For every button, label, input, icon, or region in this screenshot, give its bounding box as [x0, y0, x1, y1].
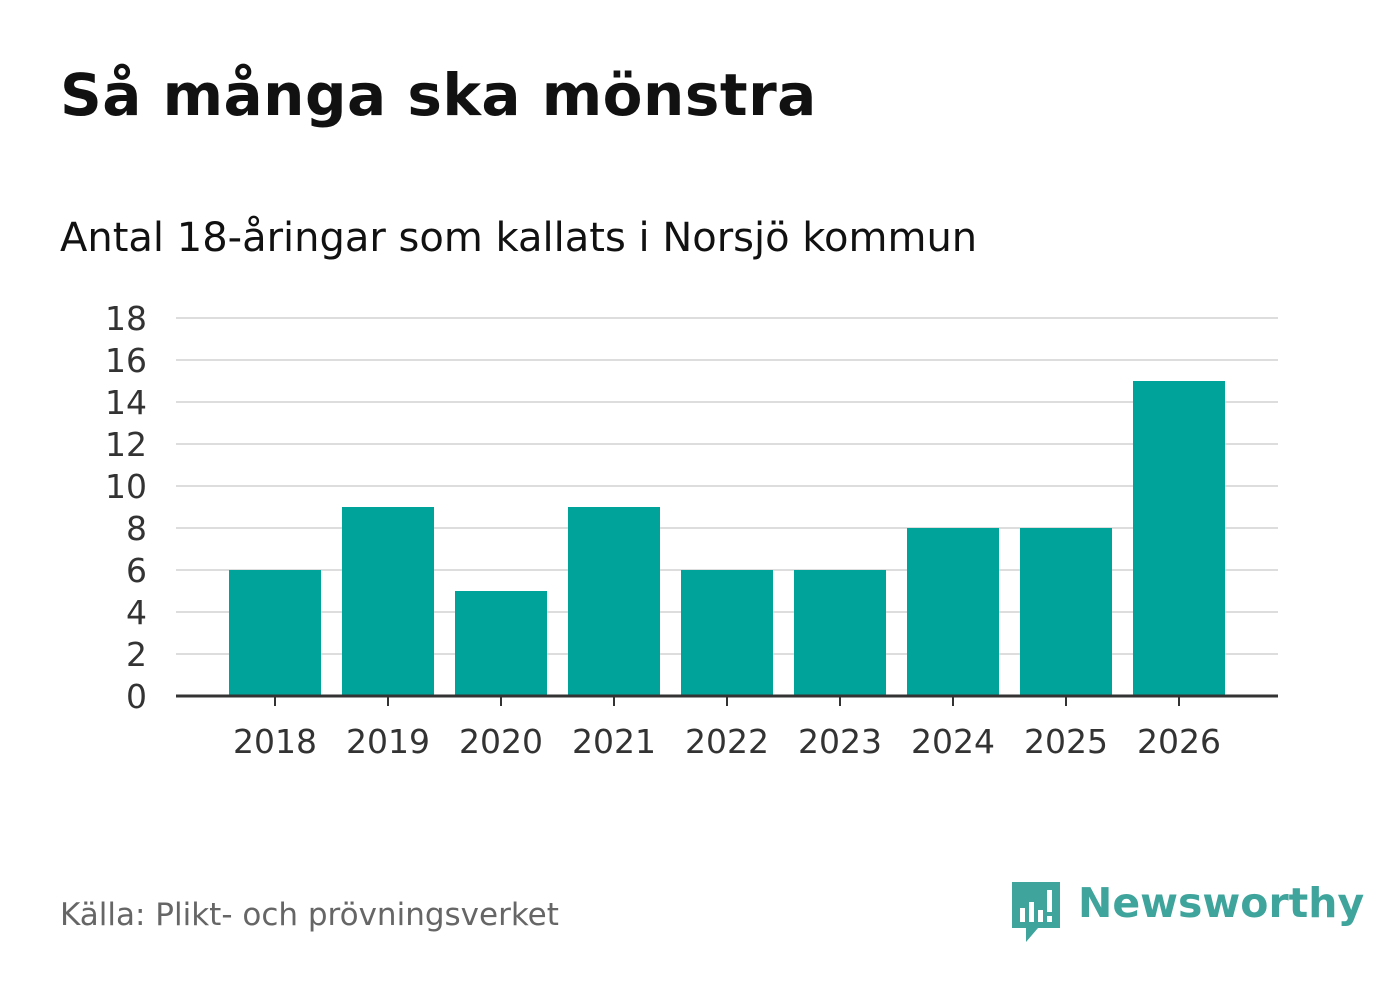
y-tick-label: 12	[105, 425, 147, 464]
bar-2025	[1020, 528, 1112, 696]
x-tick-label: 2022	[685, 722, 769, 761]
bar-2026	[1133, 381, 1225, 696]
bar-2024	[907, 528, 999, 696]
x-tick-label: 2024	[911, 722, 995, 761]
y-tick-label: 18	[105, 299, 147, 338]
y-tick-label: 2	[126, 635, 147, 674]
y-tick-label: 16	[105, 341, 147, 380]
bar-2022	[681, 570, 773, 696]
y-tick-label: 10	[105, 467, 147, 506]
y-tick-label: 6	[126, 551, 147, 590]
x-tick-label: 2026	[1137, 722, 1221, 761]
x-tick-label: 2020	[459, 722, 543, 761]
bar-2019	[342, 507, 434, 696]
y-tick-label: 8	[126, 509, 147, 548]
chart-subtitle: Antal 18-åringar som kallats i Norsjö ko…	[60, 215, 978, 261]
x-tick-label: 2019	[346, 722, 430, 761]
brand-logo: Newsworthy	[1010, 878, 1364, 944]
source-note: Källa: Plikt- och prövningsverket	[60, 897, 559, 933]
x-tick-label: 2023	[798, 722, 882, 761]
newsworthy-logo-icon	[1012, 882, 1060, 942]
chart-title: Så många ska mönstra	[60, 61, 817, 129]
y-tick-label: 4	[126, 593, 147, 632]
bars	[229, 381, 1225, 696]
bar-2023	[794, 570, 886, 696]
bar-2018	[229, 570, 321, 696]
brand-name: Newsworthy	[1078, 879, 1365, 927]
y-tick-label: 0	[126, 677, 147, 716]
bar-2021	[568, 507, 660, 696]
x-tick-label: 2025	[1024, 722, 1108, 761]
x-axis	[176, 694, 1278, 706]
x-tick-label: 2021	[572, 722, 656, 761]
x-tick-label: 2018	[233, 722, 317, 761]
bar-2020	[455, 591, 547, 696]
y-tick-label: 14	[105, 383, 147, 422]
